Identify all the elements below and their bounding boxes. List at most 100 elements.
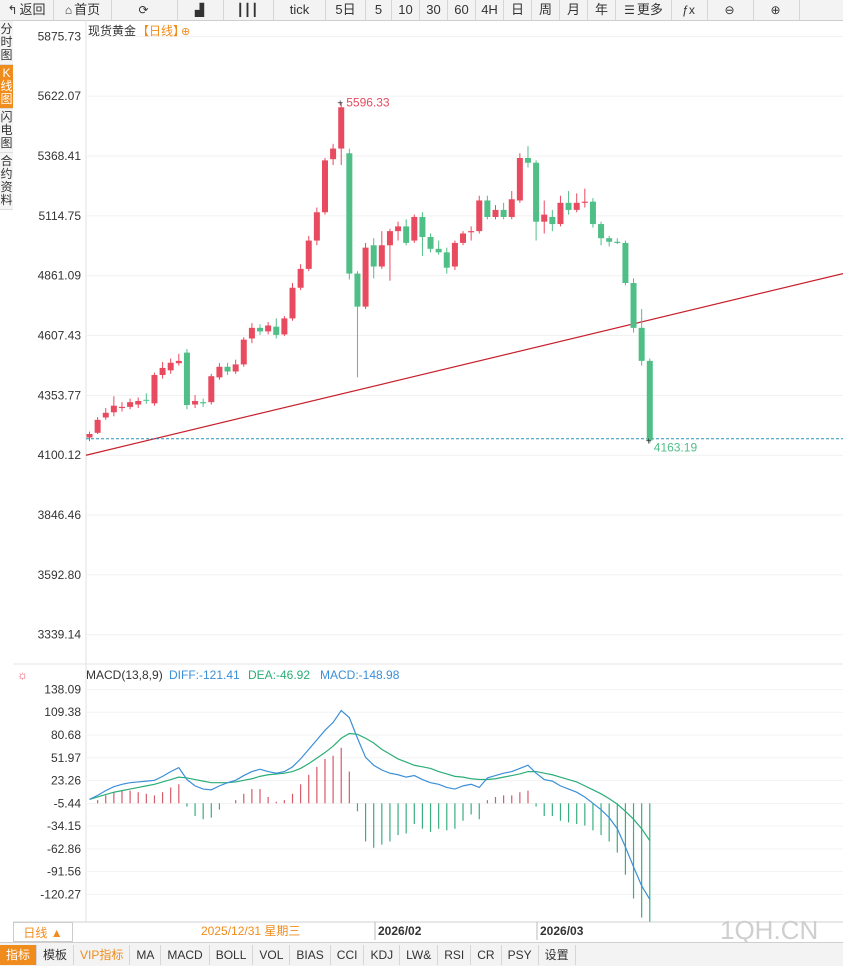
candle[interactable]: [622, 240, 629, 286]
toolbar-item-10[interactable]: 60: [448, 0, 476, 20]
candle[interactable]: [508, 191, 515, 220]
candle[interactable]: [208, 373, 215, 405]
candle[interactable]: [378, 231, 385, 269]
side-tab-0[interactable]: 分时图: [0, 21, 13, 65]
candle[interactable]: [248, 323, 255, 344]
toolbar-item-6[interactable]: 5日: [326, 0, 366, 20]
candle[interactable]: [598, 221, 605, 246]
candle[interactable]: [606, 235, 613, 247]
candle[interactable]: [403, 219, 410, 246]
period-button[interactable]: 日线 ▲: [13, 922, 73, 942]
candle[interactable]: [102, 408, 109, 420]
indicator-tab-1[interactable]: 模板: [37, 944, 75, 965]
candle[interactable]: [135, 397, 142, 409]
candle[interactable]: [346, 148, 353, 280]
indicator-tab-8[interactable]: CCI: [331, 944, 365, 965]
indicator-tab-6[interactable]: VOL: [253, 944, 291, 965]
indicator-tab-9[interactable]: KDJ: [364, 944, 401, 965]
indicator-tab-11[interactable]: RSI: [438, 944, 472, 965]
side-tab-1[interactable]: K线图: [0, 65, 13, 109]
indicator-tab-4[interactable]: MACD: [161, 944, 210, 965]
candle[interactable]: [354, 271, 361, 378]
candle[interactable]: [232, 359, 239, 374]
toolbar-item-2[interactable]: ⟳: [112, 0, 178, 20]
candle[interactable]: [395, 221, 402, 241]
toolbar-item-12[interactable]: 日: [504, 0, 532, 20]
toolbar-item-5[interactable]: tick: [274, 0, 326, 20]
toolbar-item-18[interactable]: ⊖: [708, 0, 754, 20]
candle[interactable]: [589, 198, 596, 228]
candle[interactable]: [257, 324, 264, 335]
candle[interactable]: [240, 337, 247, 367]
candle[interactable]: [200, 398, 207, 407]
toolbar-item-3[interactable]: ▟: [178, 0, 224, 20]
candle[interactable]: [175, 353, 182, 366]
candle[interactable]: [435, 240, 442, 255]
candle[interactable]: [524, 146, 531, 168]
toolbar-item-1[interactable]: ⌂ 首页: [54, 0, 112, 20]
candle[interactable]: [419, 212, 426, 256]
candle[interactable]: [362, 242, 369, 309]
candle[interactable]: [86, 431, 93, 442]
candle[interactable]: [460, 231, 467, 246]
candle[interactable]: [468, 226, 475, 241]
candle[interactable]: [273, 318, 280, 339]
candle[interactable]: [192, 395, 199, 409]
toolbar-item-17[interactable]: ƒx: [672, 0, 708, 20]
candle[interactable]: [330, 143, 337, 166]
candle[interactable]: [151, 372, 158, 406]
chart-period-label[interactable]: 【日线】: [137, 24, 185, 38]
candle[interactable]: [516, 153, 523, 203]
candle[interactable]: [143, 393, 150, 404]
toolbar-item-7[interactable]: 5: [366, 0, 392, 20]
candle[interactable]: [386, 228, 393, 281]
candle[interactable]: [573, 193, 580, 213]
candle[interactable]: [411, 214, 418, 243]
indicator-tab-12[interactable]: CR: [471, 944, 502, 965]
chart-area[interactable]: 5875.73 5622.07 5368.41 5114.75 4861.09 4607.…: [0, 0, 843, 942]
candle[interactable]: [614, 238, 621, 245]
candle[interactable]: [484, 195, 491, 220]
indicator-tab-2[interactable]: VIP指标: [74, 944, 131, 965]
candle[interactable]: [305, 235, 312, 272]
toolbar-item-9[interactable]: 30: [420, 0, 448, 20]
candle[interactable]: [281, 316, 288, 337]
candle[interactable]: [216, 363, 223, 380]
candle[interactable]: [313, 207, 320, 246]
candle[interactable]: [167, 358, 174, 374]
toolbar-item-19[interactable]: ⊕: [754, 0, 800, 20]
indicator-tab-10[interactable]: LW&: [400, 944, 439, 965]
toolbar-item-11[interactable]: 4H: [476, 0, 504, 20]
toolbar-item-4[interactable]: ┃┃┃: [224, 0, 274, 20]
indicator-tab-7[interactable]: BIAS: [290, 944, 331, 965]
candle[interactable]: [638, 308, 645, 366]
trend-line[interactable]: [85, 273, 843, 456]
candle[interactable]: [492, 205, 499, 220]
side-tab-3[interactable]: 合约资料: [0, 153, 13, 210]
candle[interactable]: [557, 195, 564, 227]
candle[interactable]: [110, 396, 117, 417]
toolbar-item-8[interactable]: 10: [392, 0, 420, 20]
toolbar-item-15[interactable]: 年: [588, 0, 616, 20]
toolbar-item-0[interactable]: ↰ 返回: [0, 0, 54, 20]
candle[interactable]: [476, 195, 483, 234]
candle[interactable]: [265, 321, 272, 335]
toolbar-item-13[interactable]: 周: [532, 0, 560, 20]
candle[interactable]: [289, 283, 296, 321]
candle[interactable]: [321, 158, 328, 215]
indicator-tab-14[interactable]: 设置: [539, 944, 576, 965]
indicator-tab-13[interactable]: PSY: [502, 944, 539, 965]
candle[interactable]: [224, 362, 231, 376]
indicator-tab-0[interactable]: 指标: [0, 944, 38, 965]
candle[interactable]: [443, 247, 450, 274]
candle[interactable]: [118, 402, 125, 412]
candle[interactable]: [183, 349, 190, 410]
indicator-tab-5[interactable]: BOLL: [210, 944, 254, 965]
candle[interactable]: [338, 102, 345, 166]
toolbar-item-16[interactable]: ☰ 更多: [616, 0, 672, 20]
candle[interactable]: [451, 240, 458, 271]
candle[interactable]: [565, 191, 572, 215]
candle[interactable]: [159, 362, 166, 379]
candle[interactable]: [646, 358, 653, 444]
candle[interactable]: [630, 278, 637, 333]
